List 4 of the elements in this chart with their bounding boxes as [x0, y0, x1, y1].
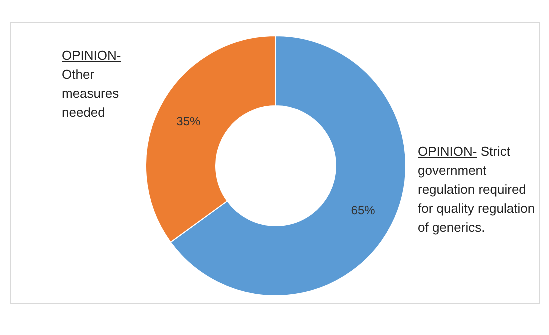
data-label: 65% — [351, 203, 376, 218]
slice-label: OPINION- Strict government regulation required for quality regulation of generics. — [418, 144, 536, 235]
data-label: 35% — [176, 114, 202, 129]
slice-label: OPINION- Other measures needed — [62, 48, 122, 120]
